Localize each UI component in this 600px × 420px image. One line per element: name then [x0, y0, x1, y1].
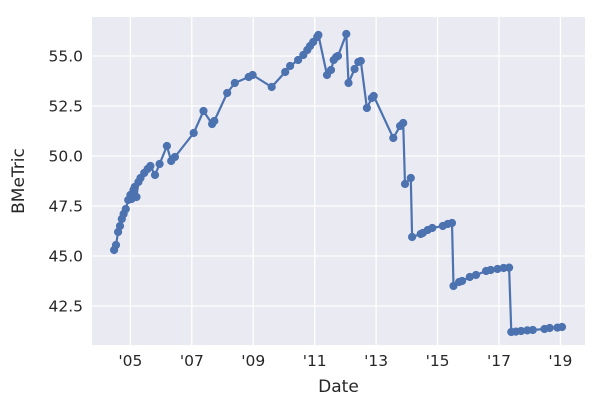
data-point-marker — [362, 103, 371, 113]
data-point-marker — [162, 141, 171, 151]
y-tick-label: 45.0 — [48, 248, 83, 266]
data-point-marker — [294, 55, 303, 65]
data-point-marker — [111, 240, 121, 250]
data-point-marker — [230, 78, 239, 88]
x-axis-label: Date — [318, 377, 359, 397]
data-point-marker — [267, 82, 276, 92]
data-point-marker — [281, 67, 290, 77]
data-point-marker — [189, 128, 198, 138]
plot-area: 42.5 45.0 47.5 50.0 52.5 55.0 '05 '07 '09 '11 '13 '… — [48, 17, 585, 370]
data-point-marker — [356, 56, 365, 66]
y-tick-label: 47.5 — [48, 198, 83, 216]
data-point-marker — [314, 30, 323, 40]
data-point-marker — [471, 270, 481, 280]
data-point-marker — [326, 65, 336, 75]
data-point-marker — [150, 170, 160, 180]
data-point-marker — [400, 179, 410, 189]
data-point-marker — [389, 133, 398, 143]
data-point-marker — [199, 106, 208, 116]
x-tick-label: '13 — [364, 352, 388, 370]
data-point-marker — [342, 29, 351, 39]
data-point-marker — [505, 263, 514, 272]
data-point-marker — [408, 232, 417, 242]
data-point-marker — [210, 116, 219, 126]
y-tick-label: 42.5 — [48, 298, 83, 316]
data-point-marker — [493, 264, 502, 274]
x-tick-label: '11 — [303, 352, 327, 370]
x-tick-label: '15 — [426, 352, 450, 370]
data-point-marker — [223, 88, 232, 98]
data-point-marker — [286, 61, 295, 71]
data-point-marker — [486, 265, 495, 275]
data-point-marker — [146, 161, 155, 171]
data-point-marker — [248, 70, 257, 80]
data-point-marker — [399, 118, 408, 128]
y-tick-label: 55.0 — [48, 48, 83, 66]
data-point-marker — [369, 91, 378, 101]
x-tick-label: '19 — [548, 352, 572, 370]
x-tick-label: '07 — [180, 352, 204, 370]
data-point-marker — [121, 204, 130, 214]
data-point-marker — [333, 51, 343, 61]
x-tick-label: '05 — [118, 352, 142, 370]
data-point-marker — [458, 276, 467, 286]
data-point-marker — [132, 192, 141, 202]
data-point-marker — [557, 322, 567, 332]
data-point-marker — [465, 272, 474, 282]
y-axis-label: BMeTric — [9, 148, 29, 214]
data-point-marker — [344, 78, 353, 88]
data-point-marker — [170, 152, 179, 162]
data-point-marker — [115, 221, 125, 231]
y-tick-label: 52.5 — [48, 98, 83, 116]
y-tick-label: 50.0 — [48, 148, 83, 166]
data-point-marker — [406, 173, 415, 183]
x-tick-label: '09 — [241, 352, 265, 370]
data-point-marker — [528, 325, 537, 335]
data-point-marker — [545, 323, 554, 333]
x-tick-label: '17 — [487, 352, 511, 370]
data-point-marker — [350, 64, 359, 74]
plot-background — [92, 17, 585, 345]
data-point-marker — [517, 326, 526, 336]
data-point-marker — [428, 223, 437, 233]
data-point-marker — [155, 159, 164, 169]
data-point-marker — [447, 218, 457, 228]
